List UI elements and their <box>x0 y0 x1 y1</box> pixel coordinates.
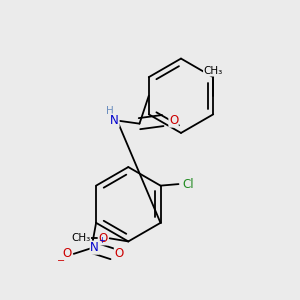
Text: CH₃: CH₃ <box>71 233 91 243</box>
Text: N: N <box>90 241 99 254</box>
Text: −: − <box>57 256 65 266</box>
Text: CH₃: CH₃ <box>204 66 223 76</box>
Text: O: O <box>169 114 178 127</box>
Text: +: + <box>98 236 105 245</box>
Text: N: N <box>110 114 119 127</box>
Text: O: O <box>98 232 107 245</box>
Text: O: O <box>62 247 72 260</box>
Text: H: H <box>106 106 114 116</box>
Text: O: O <box>114 247 124 260</box>
Text: Cl: Cl <box>183 178 194 190</box>
